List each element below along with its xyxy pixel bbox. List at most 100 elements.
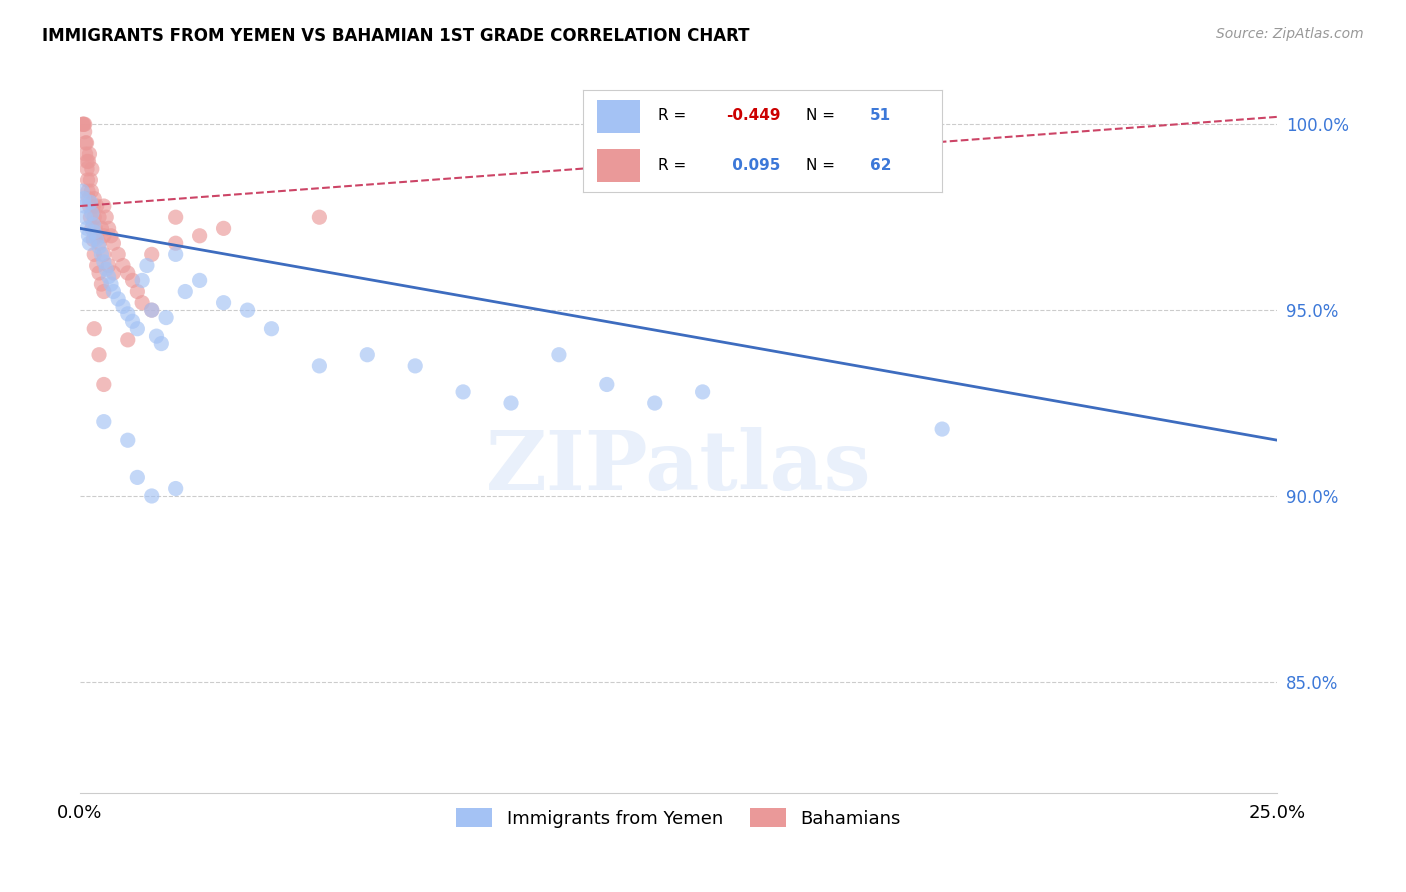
Point: [79, 195, 101, 210]
Point: [73, 117, 96, 131]
Point: [165, 211, 187, 225]
Point: [72, 117, 94, 131]
Point: [93, 377, 115, 392]
Point: [75, 147, 97, 161]
Point: [87, 236, 110, 251]
Point: [596, 377, 619, 392]
Point: [83, 192, 105, 206]
Point: [86, 199, 108, 213]
Text: IMMIGRANTS FROM YEMEN VS BAHAMIAN 1ST GRADE CORRELATION CHART: IMMIGRANTS FROM YEMEN VS BAHAMIAN 1ST GR…: [42, 27, 749, 45]
Point: [86, 228, 108, 243]
Point: [548, 348, 571, 362]
Text: Source: ZipAtlas.com: Source: ZipAtlas.com: [1216, 27, 1364, 41]
Legend: Immigrants from Yemen, Bahamians: Immigrants from Yemen, Bahamians: [449, 801, 908, 835]
Point: [117, 266, 139, 280]
Point: [931, 422, 953, 436]
Point: [188, 228, 211, 243]
Point: [127, 285, 149, 299]
Point: [174, 285, 197, 299]
Point: [82, 233, 104, 247]
Point: [79, 199, 101, 213]
Point: [93, 415, 115, 429]
Point: [117, 333, 139, 347]
Point: [77, 192, 100, 206]
Point: [79, 211, 101, 225]
Point: [308, 211, 330, 225]
Point: [90, 247, 112, 261]
Point: [165, 247, 187, 261]
Point: [117, 434, 139, 448]
Point: [644, 396, 666, 410]
Point: [451, 384, 474, 399]
Point: [97, 259, 120, 273]
Point: [73, 192, 96, 206]
Point: [107, 292, 129, 306]
Point: [80, 161, 103, 176]
Point: [111, 259, 134, 273]
Point: [692, 384, 714, 399]
Point: [188, 273, 211, 287]
Point: [308, 359, 330, 373]
Point: [87, 240, 110, 254]
Point: [80, 206, 103, 220]
Point: [121, 314, 143, 328]
Point: [97, 221, 120, 235]
Point: [82, 199, 104, 213]
Point: [86, 259, 108, 273]
Point: [165, 236, 187, 251]
Point: [75, 211, 97, 225]
Point: [83, 225, 105, 239]
Point: [90, 277, 112, 292]
Point: [117, 307, 139, 321]
Point: [73, 199, 96, 213]
Point: [80, 221, 103, 235]
Point: [121, 273, 143, 287]
Point: [83, 211, 105, 225]
Point: [155, 310, 177, 325]
Point: [80, 184, 103, 198]
Point: [76, 161, 98, 176]
Point: [103, 236, 125, 251]
Point: [236, 303, 259, 318]
Point: [79, 173, 101, 187]
Point: [83, 247, 105, 261]
Point: [76, 173, 98, 187]
Point: [76, 154, 98, 169]
Point: [93, 285, 115, 299]
Text: ZIPatlas: ZIPatlas: [486, 427, 872, 508]
Point: [127, 322, 149, 336]
Point: [145, 329, 167, 343]
Point: [260, 322, 283, 336]
Point: [72, 117, 94, 131]
Point: [141, 489, 163, 503]
Point: [86, 233, 108, 247]
Point: [79, 147, 101, 161]
Point: [77, 184, 100, 198]
Point: [82, 218, 104, 232]
Point: [499, 396, 522, 410]
Point: [212, 221, 235, 235]
Point: [111, 300, 134, 314]
Point: [93, 255, 115, 269]
Point: [96, 262, 118, 277]
Point: [127, 470, 149, 484]
Point: [73, 117, 96, 131]
Point: [141, 247, 163, 261]
Point: [141, 303, 163, 318]
Point: [73, 125, 96, 139]
Point: [97, 269, 120, 284]
Point: [76, 136, 98, 150]
Point: [131, 295, 153, 310]
Point: [93, 199, 115, 213]
Point: [87, 211, 110, 225]
Point: [76, 221, 98, 235]
Point: [75, 136, 97, 150]
Point: [87, 266, 110, 280]
Point: [83, 322, 105, 336]
Point: [79, 236, 101, 251]
Point: [72, 184, 94, 198]
Point: [90, 221, 112, 235]
Point: [87, 348, 110, 362]
Point: [165, 482, 187, 496]
Point: [107, 247, 129, 261]
